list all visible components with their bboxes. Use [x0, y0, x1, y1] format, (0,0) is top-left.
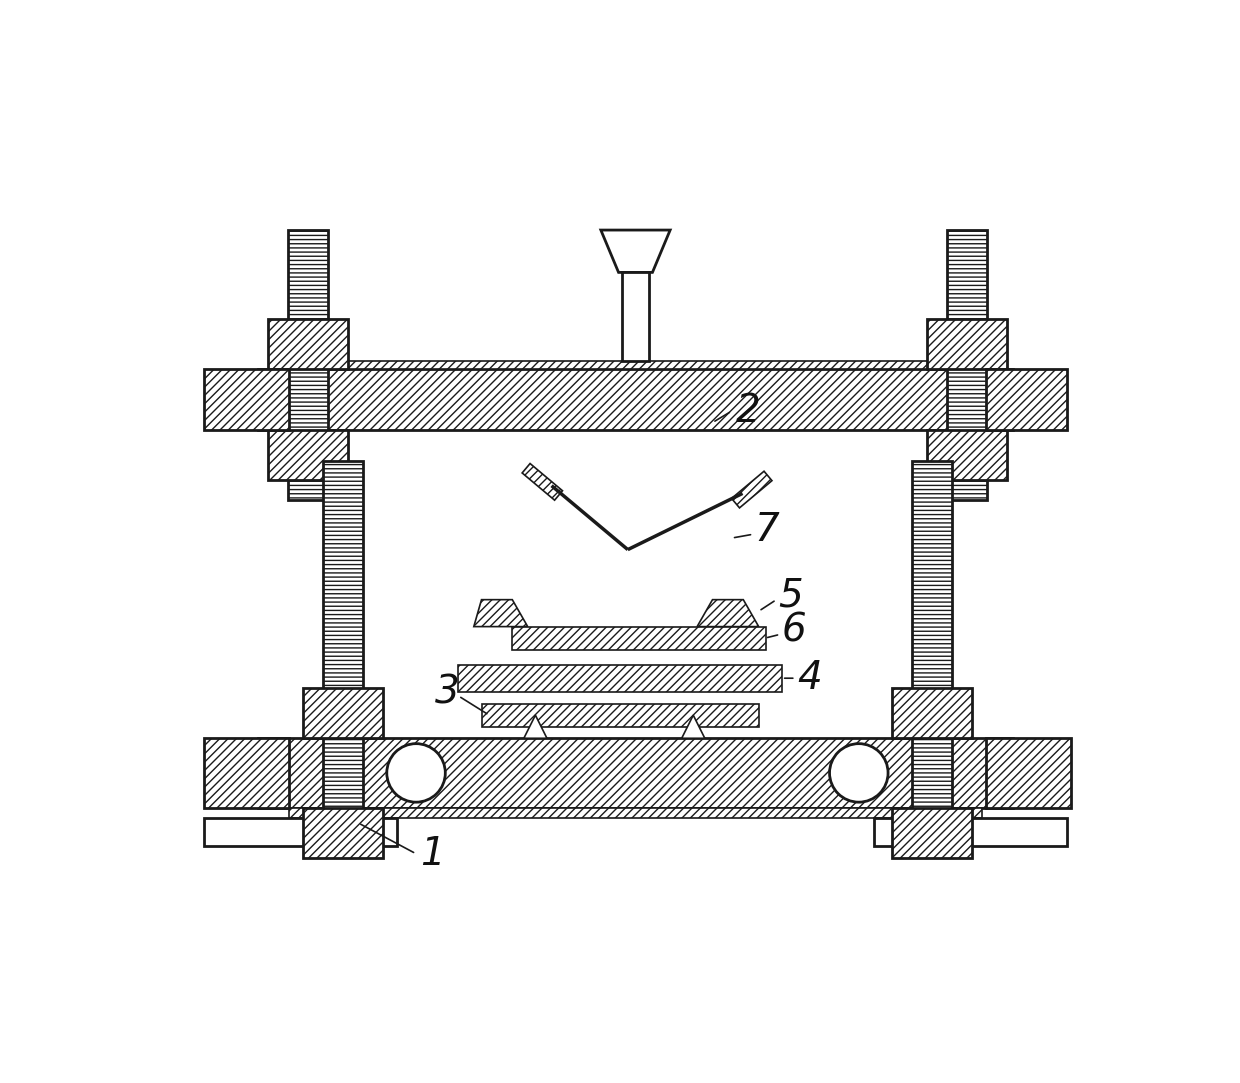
Polygon shape — [732, 471, 773, 508]
Polygon shape — [523, 715, 547, 739]
Bar — [481, 704, 759, 727]
Bar — [459, 665, 781, 692]
Text: 1: 1 — [420, 835, 445, 873]
Bar — [911, 461, 952, 846]
Bar — [946, 230, 987, 499]
Bar — [268, 318, 348, 368]
Bar — [205, 739, 289, 808]
Bar — [288, 230, 329, 499]
Bar — [258, 368, 1013, 430]
Bar — [512, 627, 766, 650]
Bar — [303, 688, 383, 739]
Circle shape — [830, 744, 888, 803]
Polygon shape — [522, 464, 563, 500]
Polygon shape — [474, 600, 528, 627]
Bar — [986, 739, 1070, 808]
Bar — [621, 273, 650, 361]
Bar — [303, 808, 383, 858]
Bar — [892, 808, 972, 858]
Bar — [322, 461, 363, 846]
Text: 2: 2 — [735, 392, 760, 430]
Circle shape — [387, 744, 445, 803]
Bar — [926, 318, 1007, 368]
Bar — [268, 430, 348, 480]
Polygon shape — [697, 600, 759, 627]
Text: 5: 5 — [777, 577, 802, 615]
Polygon shape — [601, 230, 670, 273]
Bar — [874, 818, 1066, 846]
Bar — [289, 808, 982, 818]
Text: 3: 3 — [435, 673, 460, 712]
Bar — [258, 739, 1013, 808]
Polygon shape — [682, 715, 704, 739]
Bar — [205, 368, 289, 430]
Bar — [926, 430, 1007, 480]
Text: 6: 6 — [781, 612, 806, 650]
Text: 7: 7 — [755, 511, 780, 549]
Text: 4: 4 — [797, 660, 822, 697]
Bar — [289, 361, 982, 368]
Bar — [205, 818, 397, 846]
Bar — [892, 688, 972, 739]
Bar — [986, 368, 1066, 430]
